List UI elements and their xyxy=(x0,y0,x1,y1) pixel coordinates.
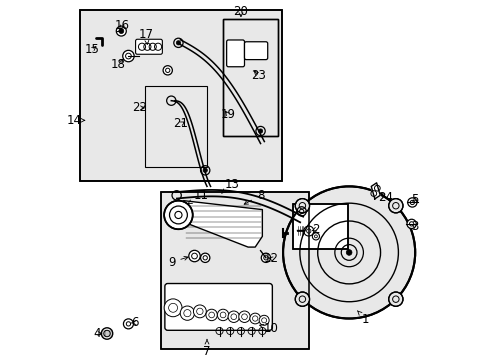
Text: 12: 12 xyxy=(263,252,278,265)
Circle shape xyxy=(122,50,134,62)
Bar xyxy=(80,10,282,181)
Text: 9: 9 xyxy=(167,256,188,269)
Circle shape xyxy=(406,219,415,229)
Circle shape xyxy=(346,249,351,255)
Bar xyxy=(293,204,347,249)
Circle shape xyxy=(259,315,268,325)
Text: 5: 5 xyxy=(411,193,418,206)
Circle shape xyxy=(261,253,270,262)
Circle shape xyxy=(101,328,113,339)
Bar xyxy=(223,19,278,136)
Circle shape xyxy=(176,41,180,45)
Text: 2: 2 xyxy=(311,223,319,236)
Circle shape xyxy=(258,129,262,133)
Circle shape xyxy=(200,253,209,262)
FancyBboxPatch shape xyxy=(164,284,272,330)
Polygon shape xyxy=(370,183,380,199)
Circle shape xyxy=(164,299,182,317)
Text: 16: 16 xyxy=(114,19,129,32)
Circle shape xyxy=(249,313,260,324)
Text: 14: 14 xyxy=(66,114,84,127)
Text: 22: 22 xyxy=(131,101,146,114)
Circle shape xyxy=(388,199,402,213)
Circle shape xyxy=(193,305,206,318)
Circle shape xyxy=(203,168,207,172)
Bar xyxy=(293,204,347,249)
Text: 21: 21 xyxy=(173,117,188,130)
Text: 15: 15 xyxy=(84,44,99,57)
FancyBboxPatch shape xyxy=(226,40,244,67)
Circle shape xyxy=(116,26,126,36)
Bar xyxy=(160,192,308,349)
Text: 8: 8 xyxy=(244,189,264,204)
Circle shape xyxy=(119,28,123,33)
Text: 17: 17 xyxy=(139,28,154,44)
Text: 7: 7 xyxy=(203,339,210,358)
FancyBboxPatch shape xyxy=(135,39,162,54)
Bar xyxy=(144,86,206,167)
Text: 23: 23 xyxy=(251,69,265,82)
Text: 19: 19 xyxy=(221,108,235,121)
Circle shape xyxy=(238,311,250,323)
Text: 3: 3 xyxy=(411,220,418,233)
Circle shape xyxy=(407,198,416,207)
Text: 13: 13 xyxy=(221,178,239,193)
Bar xyxy=(223,19,278,136)
Text: 6: 6 xyxy=(130,316,138,329)
Polygon shape xyxy=(183,201,262,247)
Circle shape xyxy=(283,186,414,319)
Circle shape xyxy=(188,250,200,262)
Bar xyxy=(80,10,282,181)
Text: 24: 24 xyxy=(377,190,392,204)
Circle shape xyxy=(205,309,217,321)
Circle shape xyxy=(180,306,194,320)
Circle shape xyxy=(388,292,402,306)
Circle shape xyxy=(164,201,192,229)
Text: 11: 11 xyxy=(188,189,209,204)
Bar xyxy=(160,192,308,349)
Circle shape xyxy=(163,66,172,75)
Circle shape xyxy=(217,309,228,321)
Circle shape xyxy=(295,199,309,213)
Text: 10: 10 xyxy=(259,322,278,335)
Text: 18: 18 xyxy=(110,58,125,71)
Circle shape xyxy=(295,292,309,306)
Text: 4: 4 xyxy=(93,327,102,340)
Circle shape xyxy=(123,319,133,329)
Text: 20: 20 xyxy=(233,5,248,18)
Circle shape xyxy=(227,311,239,323)
Text: 1: 1 xyxy=(357,311,369,326)
FancyBboxPatch shape xyxy=(244,42,267,60)
